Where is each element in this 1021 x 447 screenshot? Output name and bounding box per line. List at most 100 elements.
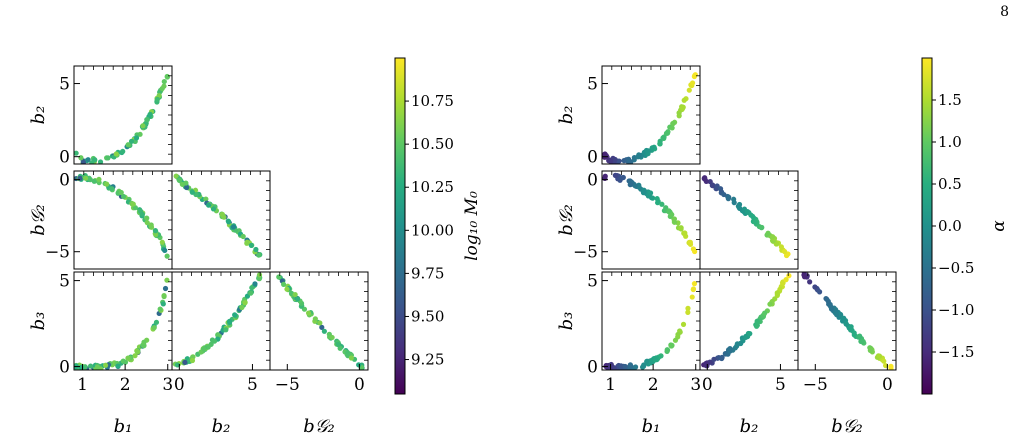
x-tick-label: 2 bbox=[120, 375, 131, 395]
data-point bbox=[305, 310, 312, 316]
data-point bbox=[141, 339, 147, 345]
data-point bbox=[881, 358, 887, 364]
colorbar-tick-label: 0.5 bbox=[938, 175, 962, 193]
data-point bbox=[294, 296, 301, 302]
data-point bbox=[652, 356, 658, 362]
x-tick-label: −5 bbox=[803, 375, 828, 395]
data-point bbox=[773, 241, 779, 247]
data-point bbox=[671, 216, 678, 222]
data-point bbox=[659, 201, 665, 207]
data-point bbox=[690, 286, 696, 293]
data-point bbox=[356, 362, 362, 368]
y-tick-label: 5 bbox=[59, 75, 70, 95]
colorbar-tick-label: 10.25 bbox=[411, 178, 454, 196]
data-point bbox=[249, 285, 255, 291]
data-point bbox=[162, 285, 169, 292]
data-point bbox=[721, 191, 727, 198]
y-tick-label: 5 bbox=[587, 75, 598, 95]
data-point bbox=[160, 301, 166, 307]
data-point bbox=[226, 219, 232, 225]
data-point bbox=[144, 117, 150, 123]
data-point bbox=[253, 246, 259, 253]
data-point bbox=[239, 304, 245, 311]
data-point bbox=[317, 320, 323, 326]
data-point bbox=[734, 341, 740, 347]
data-point bbox=[752, 219, 758, 225]
data-point bbox=[618, 364, 624, 370]
panel-bG2_vs_b1 bbox=[73, 170, 173, 270]
data-point bbox=[109, 186, 115, 192]
data-point bbox=[140, 123, 146, 129]
data-point bbox=[161, 78, 167, 85]
data-point bbox=[242, 300, 248, 306]
data-point bbox=[105, 155, 111, 161]
data-point bbox=[859, 338, 865, 345]
data-point bbox=[644, 358, 650, 365]
data-point bbox=[122, 359, 129, 365]
panel-b2_vs_b1 bbox=[73, 65, 173, 165]
data-point bbox=[647, 190, 654, 196]
data-point bbox=[94, 364, 100, 370]
data-point bbox=[876, 353, 883, 359]
corner-plot-2: 0 5 b₂ −5 0 b𝒢₂ 0 5 b₃ 1 2 3 b₁ 0 5 b₂ −5 0 b𝒢₂ bbox=[556, 65, 897, 437]
y-tick-label: 0 bbox=[59, 171, 70, 191]
panel-b3_vs_b1 bbox=[601, 271, 701, 371]
data-point bbox=[641, 363, 647, 369]
data-point bbox=[719, 355, 725, 362]
colorbar-tick-label: 9.50 bbox=[411, 307, 444, 325]
data-point bbox=[276, 274, 282, 280]
data-point bbox=[91, 178, 97, 184]
data-point bbox=[784, 252, 790, 258]
data-point bbox=[632, 364, 639, 370]
x-tick-label: 5 bbox=[247, 375, 258, 395]
colorbar-tick-label: −0.5 bbox=[938, 259, 974, 277]
data-point bbox=[151, 325, 157, 331]
data-point bbox=[189, 357, 196, 364]
x-tick-label: 5 bbox=[775, 375, 786, 395]
panel-b2_vs_b1 bbox=[601, 65, 701, 165]
data-point bbox=[636, 184, 642, 190]
colorbar-tick-label: 10.75 bbox=[411, 92, 454, 110]
data-point bbox=[660, 135, 666, 141]
y-axis-label: b₂ bbox=[556, 106, 577, 125]
x-tick-label: −5 bbox=[275, 375, 300, 395]
data-point bbox=[689, 80, 696, 86]
data-point bbox=[164, 253, 170, 259]
data-point bbox=[244, 240, 250, 246]
data-point bbox=[765, 230, 771, 236]
data-point bbox=[120, 193, 127, 200]
data-point bbox=[74, 150, 79, 156]
y-tick-label: 5 bbox=[587, 272, 598, 292]
data-point bbox=[173, 173, 179, 179]
data-point bbox=[692, 248, 698, 255]
data-point bbox=[762, 310, 768, 316]
data-point bbox=[133, 135, 140, 141]
data-point bbox=[626, 158, 633, 164]
colorbar-1: 9.25 9.50 9.75 10.00 10.25 10.50 10.75 log₁₀ M₀ bbox=[394, 57, 482, 395]
x-axis-label: b₁ bbox=[114, 416, 133, 437]
data-point bbox=[691, 73, 697, 80]
page-number: 8 bbox=[1000, 4, 1009, 20]
data-point bbox=[857, 333, 863, 339]
panel-frame bbox=[73, 170, 173, 270]
data-point bbox=[602, 154, 608, 160]
colorbar-label: log₁₀ M₀ bbox=[462, 191, 482, 261]
data-point bbox=[669, 212, 675, 218]
data-point bbox=[749, 213, 756, 219]
colorbar-label: α bbox=[989, 220, 1009, 232]
data-point bbox=[754, 318, 760, 324]
data-point bbox=[680, 321, 687, 328]
data-point bbox=[825, 298, 831, 304]
data-point bbox=[619, 175, 625, 181]
data-point bbox=[182, 359, 188, 366]
y-tick-label: 0 bbox=[59, 148, 70, 168]
data-point bbox=[132, 353, 138, 359]
data-point bbox=[252, 281, 258, 287]
data-point bbox=[80, 159, 87, 164]
data-point bbox=[164, 73, 170, 80]
x-tick-label: 0 bbox=[354, 375, 365, 395]
data-point bbox=[82, 175, 89, 181]
y-axis-label: b₃ bbox=[556, 312, 577, 331]
data-point bbox=[223, 327, 229, 333]
data-point bbox=[248, 290, 254, 296]
